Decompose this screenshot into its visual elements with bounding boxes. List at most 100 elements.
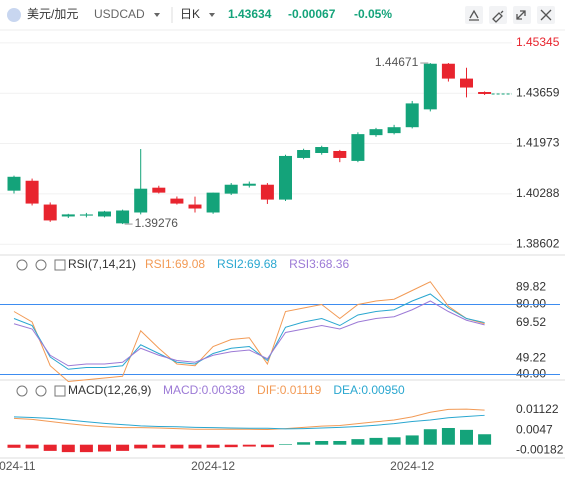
x-tick-label: 2024-12: [191, 459, 235, 473]
macd-bar: [315, 440, 329, 445]
macd-bar: [369, 437, 383, 445]
y-tick-label: 0.0047: [516, 422, 553, 436]
price-change-pct: -0.05%: [354, 7, 392, 21]
eye-icon[interactable]: [16, 385, 28, 397]
legend-entry: RSI2:69.68: [217, 257, 277, 271]
macd-bar: [152, 444, 166, 448]
indicator-title: RSI(7,14,21): [68, 257, 136, 271]
macd-bar: [423, 429, 437, 445]
draw-icon: [469, 9, 479, 21]
candle-body: [61, 214, 75, 217]
legend-entry: RSI1:69.08: [145, 257, 205, 271]
candle-body: [369, 129, 383, 136]
candle-body: [387, 127, 401, 134]
macd-bar: [206, 444, 220, 448]
candle-body: [206, 192, 220, 213]
indicator-title: MACD(12,26,9): [68, 383, 151, 397]
macd-bar: [351, 439, 365, 445]
candle-body: [315, 147, 329, 153]
macd-bar: [333, 440, 347, 445]
candle-body: [7, 176, 21, 191]
flag-icon: [7, 8, 21, 22]
candle-body: [224, 184, 238, 194]
candle-body: [460, 78, 473, 88]
macd-bar: [224, 444, 238, 448]
macd-bar: [188, 444, 202, 449]
pen-icon: [492, 10, 504, 23]
macd-bar: [61, 444, 75, 453]
dropdown-caret[interactable]: [209, 13, 215, 17]
last-price: 1.43634: [228, 7, 272, 21]
period[interactable]: 日K: [180, 7, 200, 21]
macd-bar: [279, 444, 292, 445]
tool-button[interactable]: [489, 6, 507, 24]
close-icon: [540, 9, 552, 21]
candle-body: [242, 183, 256, 186]
series-line: [13, 414, 485, 430]
macd-bar: [460, 429, 473, 445]
legend-entry: RSI3:68.36: [289, 257, 349, 271]
macd-bar: [441, 427, 455, 445]
dropdown-caret[interactable]: [154, 13, 160, 17]
y-tick-label: 80.00: [516, 297, 546, 311]
eye-icon[interactable]: [16, 259, 28, 271]
candle-body: [98, 211, 111, 217]
y-tick-label: 1.38602: [516, 236, 560, 250]
macd-bar: [478, 434, 492, 445]
candle-body: [351, 134, 365, 161]
symbol[interactable]: USDCAD: [94, 7, 145, 21]
candle-body: [478, 92, 492, 94]
y-tick-label: 1.45345: [516, 35, 560, 49]
legend-entry: DEA:0.00950: [333, 383, 405, 397]
candle-body: [79, 214, 93, 216]
panel-icon[interactable]: [54, 259, 66, 271]
macd-bar: [43, 444, 57, 451]
y-tick-label: 89.82: [516, 279, 546, 293]
macd-bar: [134, 444, 148, 449]
min-price-label: 1.39276: [135, 216, 179, 230]
x-tick-label: 2024-11: [0, 459, 36, 473]
legend-entry: MACD:0.00338: [163, 383, 245, 397]
expand-icon: [516, 10, 526, 20]
macd-bar: [98, 444, 111, 452]
candle-body: [333, 150, 347, 158]
candle-body: [116, 210, 130, 224]
legend-entry: DIF:0.01119: [257, 383, 322, 397]
candle-body: [405, 103, 419, 128]
macd-bar: [116, 444, 130, 451]
y-tick-label: 49.22: [516, 351, 546, 365]
panel-icon[interactable]: [54, 385, 66, 397]
settings-icon[interactable]: [35, 385, 47, 397]
candle-body: [441, 63, 455, 79]
y-tick-label: 1.40288: [516, 186, 560, 200]
macd-bar: [25, 444, 39, 449]
macd-bar: [297, 442, 311, 445]
candle-body: [297, 150, 311, 158]
macd-bar: [387, 437, 401, 445]
candle-body: [423, 63, 437, 110]
candle-body: [134, 188, 148, 213]
candle-body: [170, 198, 184, 204]
candle-body: [260, 184, 274, 200]
y-tick-label: 1.43659: [516, 85, 560, 99]
macd-bar: [405, 435, 419, 445]
macd-bar: [7, 444, 21, 448]
series-line: [13, 408, 485, 431]
y-tick-label: 0.01122: [516, 402, 559, 416]
candle-body: [188, 204, 202, 209]
settings-icon[interactable]: [35, 259, 47, 271]
tool-button[interactable]: [513, 6, 531, 24]
y-tick-label: -0.00182: [516, 443, 564, 457]
series-line: [13, 281, 485, 383]
max-price-label: 1.44671: [375, 55, 419, 69]
y-tick-label: 40.00: [516, 367, 546, 381]
candle-body: [152, 187, 166, 193]
candle-body: [25, 180, 39, 204]
macd-bar: [242, 444, 256, 447]
tool-button[interactable]: [465, 6, 483, 24]
price-change: -0.00067: [288, 7, 336, 21]
series-line: [13, 293, 485, 370]
candle-body: [43, 204, 57, 221]
macd-bar: [79, 444, 93, 453]
